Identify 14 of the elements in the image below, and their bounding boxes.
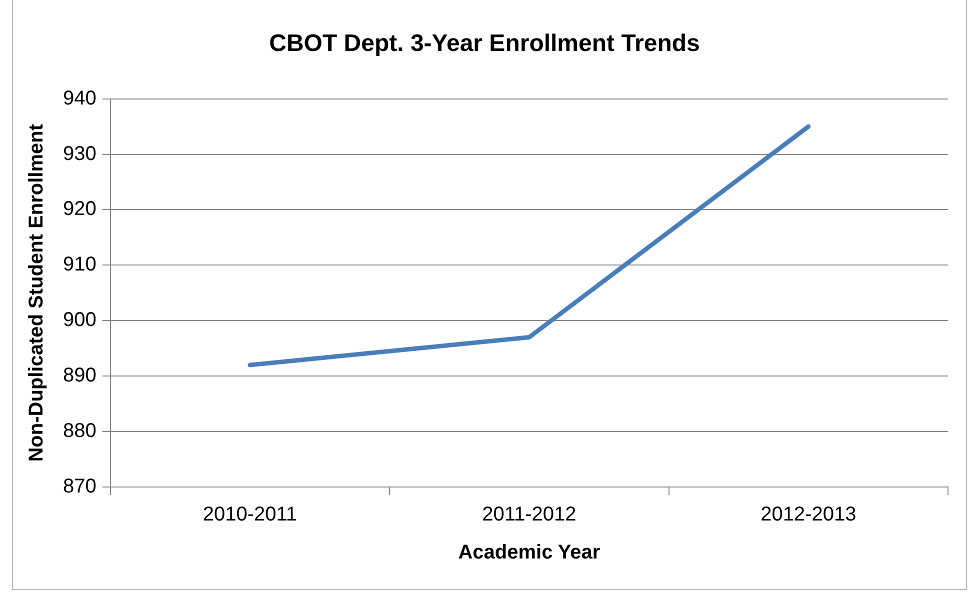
x-axis-title: Academic Year [458, 542, 600, 564]
y-tick-label: 940 [62, 87, 96, 110]
y-tick-label: 880 [62, 420, 96, 442]
y-tick-label: 930 [62, 142, 96, 165]
x-tick-label: 2011-2012 [482, 504, 576, 526]
y-axis-title: Non-Duplicated Student Enrollment [26, 124, 48, 462]
y-tick-label: 870 [62, 476, 96, 498]
x-tick-label: 2010-2011 [202, 504, 298, 526]
x-tick-label: 2012-2013 [760, 504, 856, 526]
y-tick-label: 920 [62, 198, 96, 220]
chart-title: CBOT Dept. 3-Year Enrollment Trends [269, 30, 700, 58]
y-tick-label: 890 [62, 364, 96, 387]
y-tick-label: 910 [62, 254, 96, 276]
y-tick-label: 900 [62, 309, 96, 332]
